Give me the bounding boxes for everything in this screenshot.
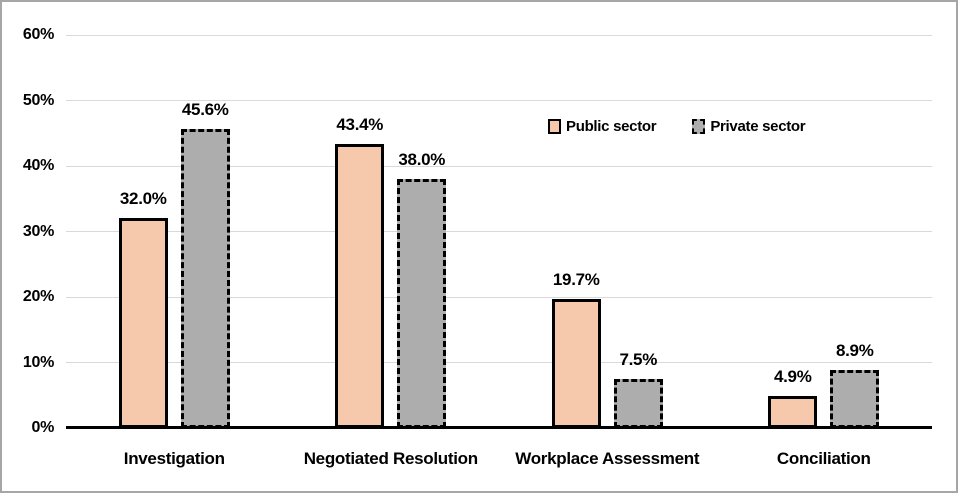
y-tick-label: 30% <box>22 222 54 240</box>
x-category-label-conciliation: Conciliation <box>776 449 871 468</box>
y-tick-label: 20% <box>22 288 54 305</box>
legend: Public sector Private sector <box>548 118 806 135</box>
gridline <box>66 296 932 298</box>
legend-item-private-sector: Private sector <box>692 118 806 135</box>
gridline <box>66 231 932 232</box>
legend-swatch-private-sector-icon <box>692 119 706 134</box>
bar-public-sector-workplace-assessment <box>551 298 601 428</box>
x-axis-line <box>66 426 932 429</box>
bar-private-sector-workplace-assessment <box>613 378 663 428</box>
y-tick-label: 60% <box>22 26 54 43</box>
bar-private-sector-negotiated-resolution <box>397 179 447 428</box>
legend-label-public-sector: Public sector <box>566 118 657 135</box>
x-category-label-investigation: Investigation <box>123 449 225 468</box>
data-label-private-sector-workplace-assessment: 7.5% <box>619 349 658 369</box>
bar-private-sector-conciliation <box>830 369 880 428</box>
y-tick-label: 50% <box>22 91 54 109</box>
bar-public-sector-investigation <box>118 218 168 428</box>
legend-swatch-public-sector-icon <box>548 119 561 134</box>
data-label-public-sector-negotiated-resolution: 43.4% <box>336 114 384 134</box>
bar-public-sector-negotiated-resolution <box>335 143 385 428</box>
x-category-label-negotiated-resolution: Negotiated Resolution <box>303 449 478 468</box>
x-category-label-workplace-assessment: Workplace Assessment <box>515 449 700 468</box>
legend-item-public-sector: Public sector <box>548 118 657 135</box>
legend-label-private-sector: Private sector <box>710 118 806 135</box>
y-tick-label: 0% <box>31 419 54 436</box>
y-tick-label: 40% <box>22 157 54 174</box>
gridline <box>66 165 932 167</box>
y-tick-label: 10% <box>22 353 54 371</box>
gridline <box>66 362 932 363</box>
data-label-public-sector-investigation: 32.0% <box>119 189 167 209</box>
data-label-private-sector-conciliation: 8.9% <box>835 340 874 360</box>
bar-public-sector-conciliation <box>768 395 818 428</box>
bar-private-sector-investigation <box>180 129 230 428</box>
data-label-public-sector-workplace-assessment: 19.7% <box>552 269 600 289</box>
data-label-public-sector-conciliation: 4.9% <box>773 366 812 386</box>
data-label-private-sector-investigation: 45.6% <box>181 100 229 120</box>
gridline <box>66 34 932 36</box>
data-label-private-sector-negotiated-resolution: 38.0% <box>398 150 446 170</box>
gridline <box>66 100 932 101</box>
